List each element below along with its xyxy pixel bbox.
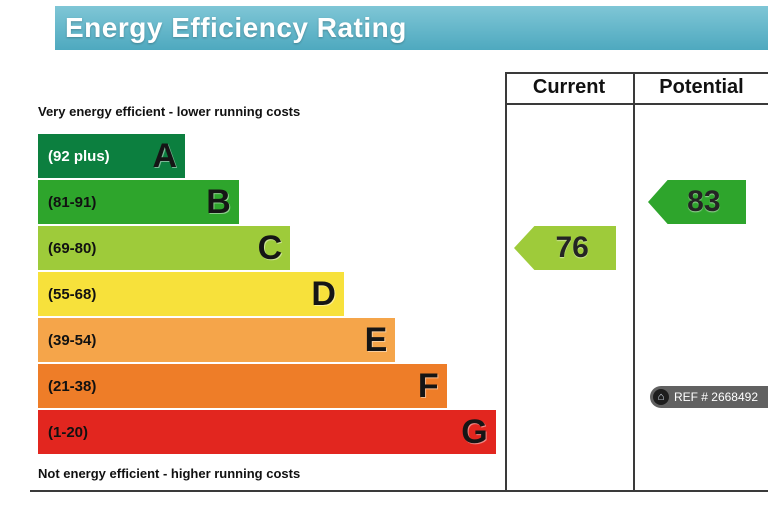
ref-badge-text: REF # 2668492 bbox=[673, 390, 758, 404]
band-D: (55-68) D bbox=[38, 272, 344, 316]
band-letter: D bbox=[311, 275, 336, 313]
band-range: (39-54) bbox=[48, 331, 97, 349]
band-range: (81-91) bbox=[48, 193, 97, 211]
potential-rating-value: 83 bbox=[687, 185, 721, 218]
potential-column-line bbox=[633, 72, 635, 492]
band-letter: C bbox=[257, 229, 283, 267]
top-note: Very energy efficient - lower running co… bbox=[38, 104, 301, 119]
page-title: Energy Efficiency Rating bbox=[65, 12, 407, 43]
ref-badge: ⌂ REF # 2668492 bbox=[649, 386, 768, 408]
band-letter: A bbox=[152, 137, 178, 175]
band-range: (92 plus) bbox=[48, 147, 110, 165]
potential-column-header: Potential bbox=[659, 76, 744, 98]
current-column-line bbox=[505, 72, 507, 492]
home-icon: ⌂ bbox=[652, 389, 669, 405]
current-rating-value: 76 bbox=[555, 231, 589, 264]
current-column-header: Current bbox=[532, 76, 606, 98]
band-letter: F bbox=[417, 367, 439, 405]
band-B: (81-91) B bbox=[38, 180, 239, 224]
epc-bands: (92 plus) A (81-91) B (69-80) C (55-68) D (39-54… bbox=[38, 134, 505, 454]
band-range: (21-38) bbox=[48, 377, 97, 395]
band-E: (39-54) E bbox=[38, 318, 396, 362]
bottom-note: Not energy efficient - higher running co… bbox=[38, 466, 301, 481]
title-bar: Energy Efficiency Rating bbox=[55, 6, 768, 50]
current-rating-arrow: 76 bbox=[514, 226, 616, 270]
band-range: (55-68) bbox=[48, 285, 97, 303]
band-C: (69-80) C bbox=[38, 226, 291, 270]
band-letter: B bbox=[206, 183, 231, 221]
potential-rating-arrow: 83 bbox=[648, 180, 746, 224]
bottom-border-line bbox=[30, 490, 768, 492]
band-F: (21-38) F bbox=[38, 364, 447, 408]
band-range: (69-80) bbox=[48, 239, 97, 257]
band-letter: G bbox=[461, 413, 488, 451]
band-range: (1-20) bbox=[48, 423, 89, 441]
band-G: (1-20) G bbox=[38, 410, 496, 454]
table-top-line bbox=[505, 72, 768, 74]
band-letter: E bbox=[364, 321, 388, 359]
band-A: (92 plus) A bbox=[38, 134, 186, 178]
header-underline bbox=[505, 103, 768, 105]
